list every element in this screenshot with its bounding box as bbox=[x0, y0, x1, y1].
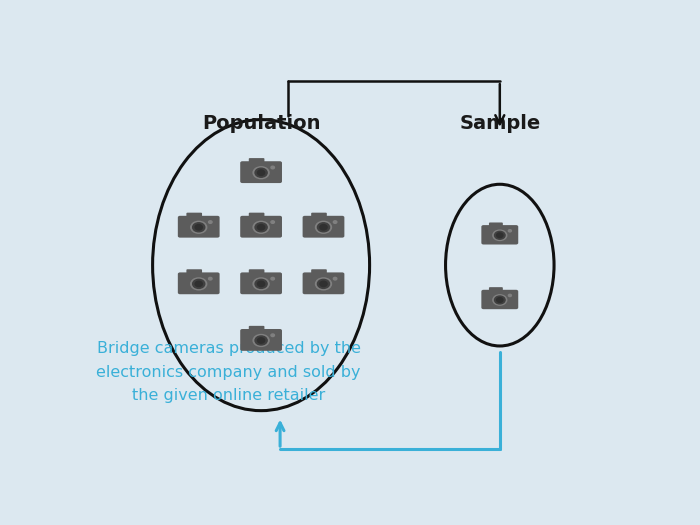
Circle shape bbox=[271, 277, 274, 280]
Circle shape bbox=[508, 295, 512, 297]
FancyBboxPatch shape bbox=[248, 326, 265, 332]
FancyBboxPatch shape bbox=[248, 269, 265, 276]
Circle shape bbox=[193, 279, 205, 288]
Circle shape bbox=[193, 223, 205, 232]
Circle shape bbox=[316, 278, 332, 290]
FancyBboxPatch shape bbox=[482, 225, 518, 245]
FancyBboxPatch shape bbox=[489, 287, 503, 293]
Circle shape bbox=[190, 278, 206, 290]
Circle shape bbox=[271, 334, 274, 337]
FancyBboxPatch shape bbox=[178, 272, 220, 294]
Circle shape bbox=[209, 277, 212, 280]
Circle shape bbox=[253, 278, 269, 290]
Circle shape bbox=[497, 233, 503, 238]
Circle shape bbox=[317, 223, 330, 232]
Circle shape bbox=[195, 281, 202, 287]
FancyBboxPatch shape bbox=[248, 158, 265, 164]
FancyBboxPatch shape bbox=[248, 213, 265, 219]
FancyBboxPatch shape bbox=[302, 216, 344, 238]
FancyBboxPatch shape bbox=[302, 272, 344, 294]
Circle shape bbox=[497, 298, 503, 302]
Circle shape bbox=[493, 230, 507, 240]
Circle shape bbox=[209, 221, 212, 223]
Circle shape bbox=[333, 221, 337, 223]
Circle shape bbox=[271, 221, 274, 223]
Circle shape bbox=[271, 166, 274, 169]
FancyBboxPatch shape bbox=[482, 290, 518, 309]
Circle shape bbox=[255, 336, 267, 345]
FancyBboxPatch shape bbox=[186, 269, 202, 276]
Circle shape bbox=[508, 229, 512, 232]
Circle shape bbox=[258, 281, 265, 287]
Circle shape bbox=[253, 334, 269, 346]
FancyBboxPatch shape bbox=[178, 216, 220, 238]
FancyBboxPatch shape bbox=[240, 161, 282, 183]
Text: Bridge cameras produced by the
electronics company and sold by
the given online : Bridge cameras produced by the electroni… bbox=[97, 341, 360, 403]
Text: Sample: Sample bbox=[459, 114, 540, 133]
Circle shape bbox=[333, 277, 337, 280]
Circle shape bbox=[258, 338, 265, 343]
FancyBboxPatch shape bbox=[240, 329, 282, 351]
Circle shape bbox=[494, 296, 505, 304]
Circle shape bbox=[320, 281, 327, 287]
Circle shape bbox=[493, 295, 507, 305]
Circle shape bbox=[190, 222, 206, 233]
Circle shape bbox=[494, 232, 505, 239]
Circle shape bbox=[253, 167, 269, 178]
Circle shape bbox=[258, 225, 265, 230]
Circle shape bbox=[253, 222, 269, 233]
Circle shape bbox=[255, 279, 267, 288]
FancyBboxPatch shape bbox=[240, 216, 282, 238]
Circle shape bbox=[255, 168, 267, 177]
FancyBboxPatch shape bbox=[312, 269, 327, 276]
Circle shape bbox=[320, 225, 327, 230]
Circle shape bbox=[317, 279, 330, 288]
Circle shape bbox=[316, 222, 332, 233]
Text: Population: Population bbox=[202, 114, 321, 133]
FancyBboxPatch shape bbox=[240, 272, 282, 294]
FancyBboxPatch shape bbox=[489, 223, 503, 228]
Circle shape bbox=[255, 223, 267, 232]
FancyBboxPatch shape bbox=[186, 213, 202, 219]
Circle shape bbox=[195, 225, 202, 230]
Circle shape bbox=[258, 170, 265, 175]
FancyBboxPatch shape bbox=[312, 213, 327, 219]
